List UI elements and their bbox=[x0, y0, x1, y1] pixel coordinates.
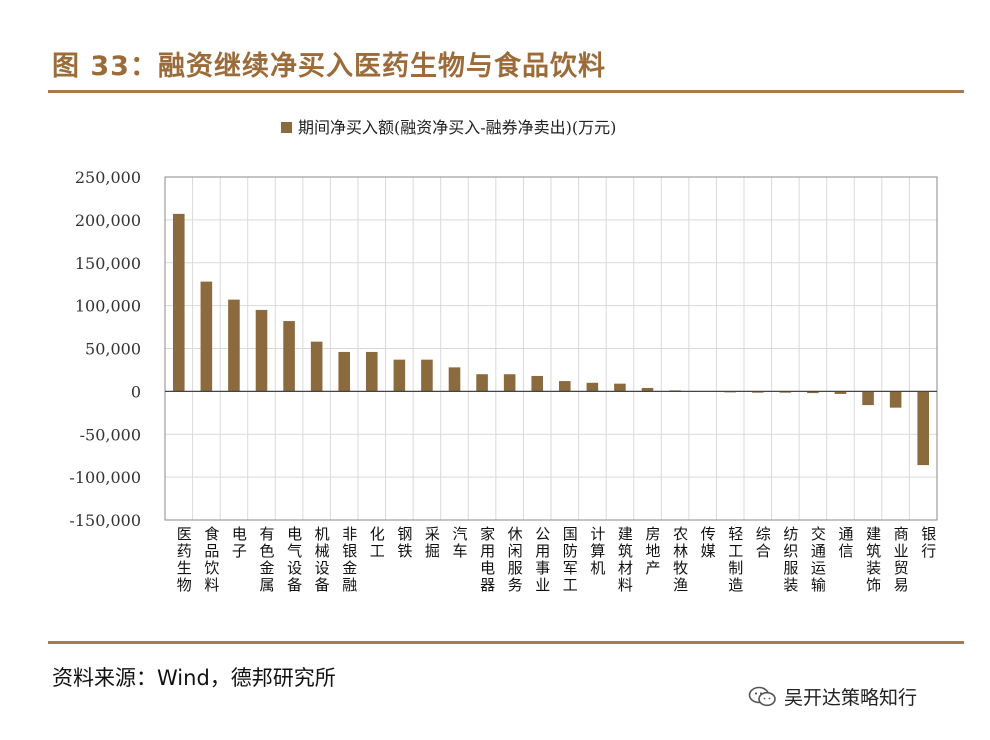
bar bbox=[862, 391, 874, 406]
x-category-label: 轻工制造 bbox=[726, 526, 744, 594]
y-tick-label: -50,000 bbox=[80, 425, 141, 444]
bar bbox=[255, 309, 268, 392]
x-category-label: 休闲服务 bbox=[506, 526, 524, 594]
plot-frame bbox=[164, 176, 938, 521]
y-tick-label: 100,000 bbox=[75, 297, 141, 316]
bar bbox=[614, 383, 626, 392]
bar bbox=[476, 374, 488, 392]
legend-swatch bbox=[281, 122, 292, 133]
x-category-label: 化工 bbox=[368, 526, 386, 560]
bar bbox=[448, 367, 461, 392]
y-tick-label: 50,000 bbox=[85, 340, 141, 359]
x-category-label: 农林牧渔 bbox=[671, 526, 689, 594]
bar bbox=[641, 387, 654, 392]
bar-chart: 250,000 200,000 150,000 100,000 50,000 0 -50,0… bbox=[69, 118, 938, 594]
x-category-label: 公用事业 bbox=[533, 526, 551, 594]
wechat-icon bbox=[748, 686, 776, 706]
x-category-label: 机械设备 bbox=[313, 526, 331, 594]
x-category-label: 计算机 bbox=[588, 526, 606, 577]
x-category-label: 商业贸易 bbox=[892, 526, 910, 594]
bar bbox=[834, 391, 847, 394]
x-category-label: 食品饮料 bbox=[202, 526, 220, 594]
figure-title: 图 33：融资继续净买入医药生物与食品饮料 bbox=[52, 51, 606, 82]
footer-rule bbox=[48, 641, 964, 644]
x-category-label: 钢铁 bbox=[395, 526, 413, 560]
bar bbox=[751, 391, 764, 393]
x-category-label: 家用电器 bbox=[478, 526, 496, 594]
x-category-label: 通信 bbox=[837, 526, 855, 560]
bar bbox=[586, 382, 599, 392]
source-note: 资料来源：Wind，德邦研究所 bbox=[52, 666, 336, 690]
bar bbox=[917, 391, 930, 466]
x-category-label: 有色金属 bbox=[258, 526, 276, 594]
x-category-label: 建筑装饰 bbox=[864, 526, 882, 594]
x-category-label: 银行 bbox=[919, 526, 937, 560]
x-category-label: 纺织服装 bbox=[781, 526, 799, 594]
x-category-label: 非银金融 bbox=[340, 526, 358, 594]
x-category-label: 建筑材料 bbox=[616, 526, 634, 594]
y-tick-label: 200,000 bbox=[75, 211, 141, 230]
legend-label: 期间净买入额(融资净买入-融券净卖出)(万元) bbox=[298, 118, 616, 137]
y-tick-label: 0 bbox=[131, 382, 141, 401]
x-category-label: 传媒 bbox=[699, 526, 717, 560]
title-rule bbox=[48, 90, 964, 93]
bar bbox=[393, 359, 406, 392]
y-tick-label: -150,000 bbox=[69, 511, 141, 530]
x-category-label: 汽车 bbox=[451, 526, 469, 560]
x-category-label: 采掘 bbox=[423, 526, 441, 560]
y-tick-label: 250,000 bbox=[75, 168, 141, 187]
watermark: 吴开达策略知行 bbox=[748, 683, 917, 710]
y-tick-label: 150,000 bbox=[75, 254, 141, 273]
x-category-label: 综合 bbox=[754, 526, 772, 560]
x-category-label: 电子 bbox=[230, 526, 248, 560]
bar bbox=[807, 391, 819, 394]
bar bbox=[310, 341, 323, 392]
bar bbox=[779, 391, 792, 393]
bar bbox=[365, 351, 378, 392]
y-tick-label: -100,000 bbox=[69, 468, 141, 487]
bar bbox=[172, 213, 185, 392]
x-category-label: 房地产 bbox=[644, 526, 662, 577]
bar bbox=[200, 281, 213, 392]
x-category-label: 医药生物 bbox=[175, 526, 193, 594]
bar bbox=[421, 359, 433, 392]
bar bbox=[283, 321, 295, 392]
bar bbox=[889, 391, 902, 408]
watermark-text: 吴开达策略知行 bbox=[784, 687, 918, 709]
bar bbox=[531, 375, 544, 392]
x-category-label: 交通运输 bbox=[809, 525, 827, 594]
x-category-label: 电气设备 bbox=[285, 526, 303, 594]
bar bbox=[338, 351, 351, 392]
bar bbox=[503, 374, 516, 392]
x-category-label: 国防军工 bbox=[561, 526, 579, 594]
bar bbox=[558, 381, 571, 392]
bar bbox=[228, 299, 240, 392]
